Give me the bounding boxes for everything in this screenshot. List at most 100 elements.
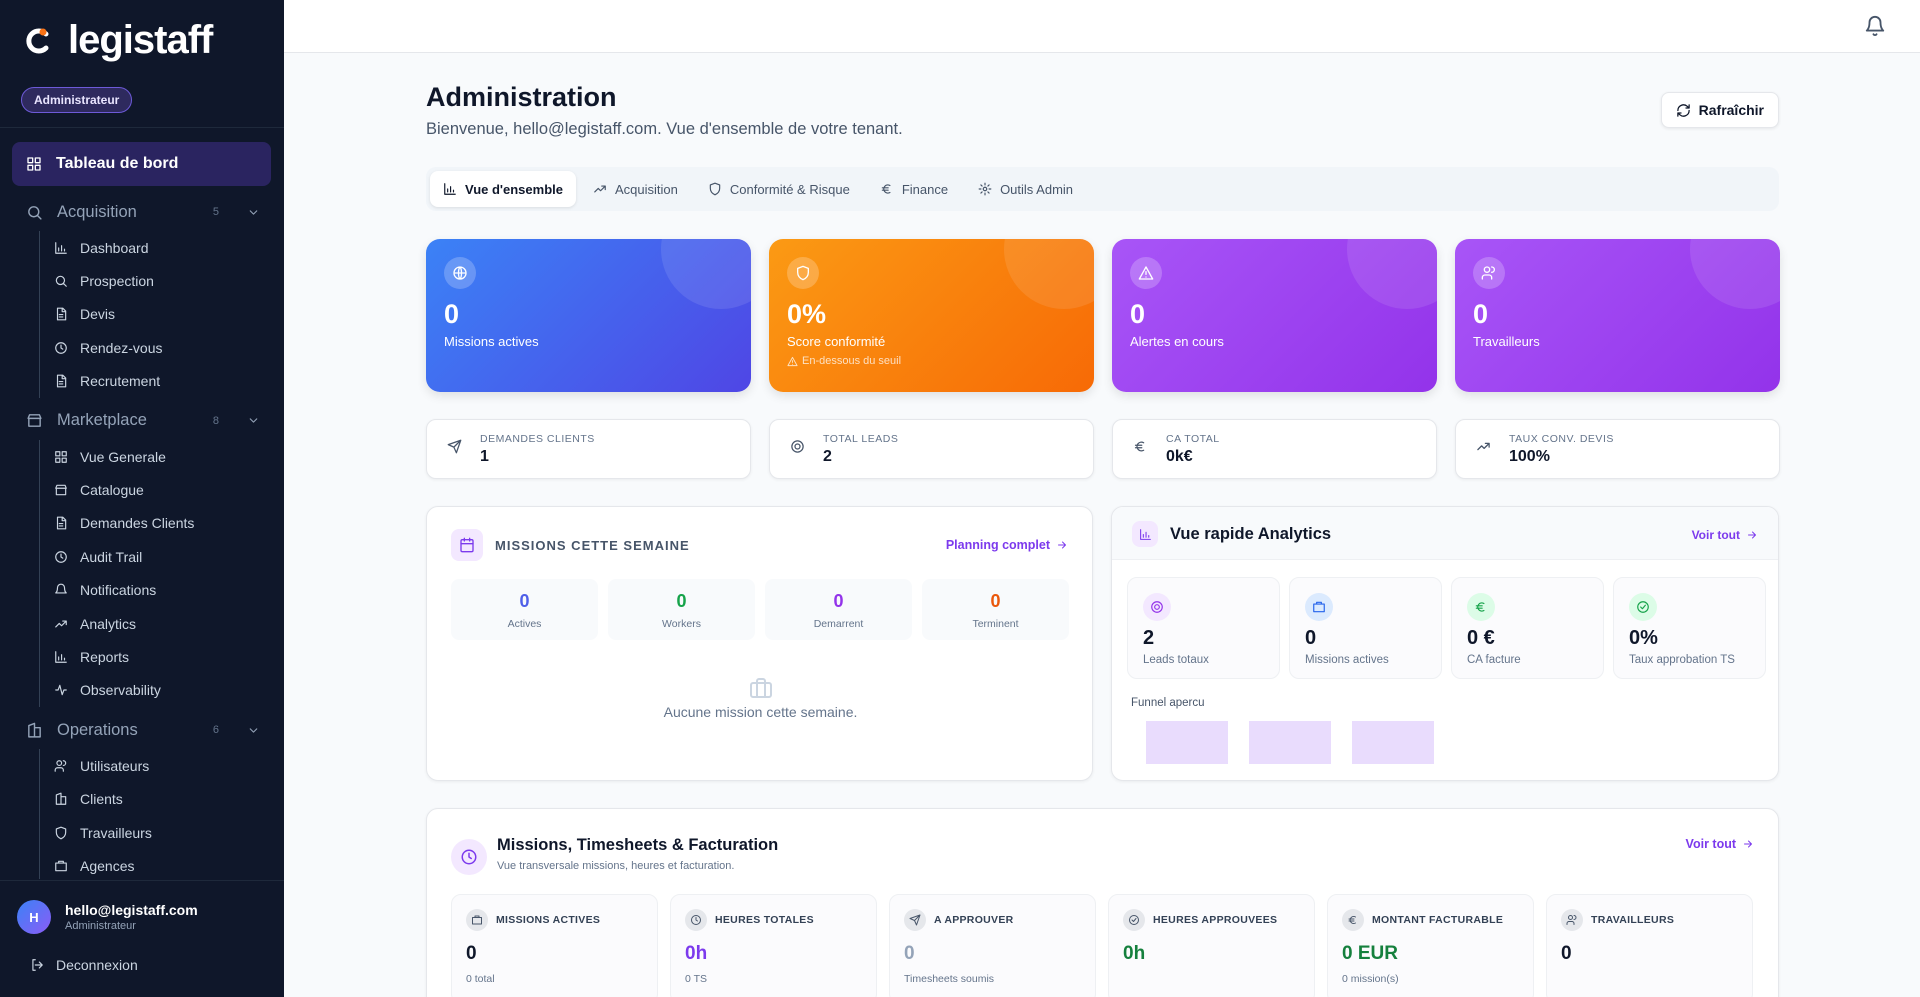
nav-label: Travailleurs bbox=[80, 824, 152, 841]
nav-item[interactable]: Clients bbox=[40, 782, 284, 815]
tab[interactable]: Vue d'ensemble bbox=[430, 171, 576, 207]
analytics-link[interactable]: Voir tout bbox=[1692, 528, 1758, 542]
planning-link[interactable]: Planning complet bbox=[946, 538, 1068, 552]
nav-label: Tableau de bord bbox=[56, 155, 179, 172]
mission-stat: 0 Demarrent bbox=[765, 579, 912, 640]
analytics-label: Taux approbation TS bbox=[1629, 654, 1735, 666]
panel-title: Missions, Timesheets & Facturation bbox=[497, 836, 779, 854]
timesheet-label: MISSIONS ACTIVES bbox=[496, 914, 601, 926]
tab-label: Finance bbox=[901, 181, 949, 197]
timesheet-value: 0 bbox=[904, 943, 915, 964]
nav-label: Audit Trail bbox=[80, 548, 143, 565]
analytics-card: 0% Taux approbation TS bbox=[1613, 577, 1766, 679]
role-badge: Administrateur bbox=[21, 87, 133, 113]
nav-label: Dashboard bbox=[80, 239, 149, 256]
nav-item[interactable]: Rendez-vous bbox=[40, 331, 284, 364]
tab[interactable]: Outils Admin bbox=[965, 171, 1086, 207]
timesheet-cards: MISSIONS ACTIVES 0 0 total HEURES TOTALES 0h… bbox=[451, 894, 1753, 997]
tab[interactable]: Finance bbox=[867, 171, 961, 207]
timesheet-value: 0h bbox=[685, 943, 708, 964]
stat-card: CA TOTAL 0k€ bbox=[1112, 419, 1437, 479]
nav-item[interactable]: Audit Trail bbox=[40, 540, 284, 573]
nav-item[interactable]: Observability bbox=[40, 674, 284, 707]
stat-label: DEMANDES CLIENTS bbox=[480, 432, 595, 445]
logout[interactable]: Deconnexion bbox=[30, 957, 138, 973]
nav-item[interactable]: Devis bbox=[40, 298, 284, 331]
timesheets-link[interactable]: Voir tout bbox=[1686, 837, 1754, 851]
logo-text: legistaff bbox=[68, 18, 213, 62]
mission-stat-label: Terminent bbox=[972, 618, 1019, 630]
tab-label: Conformité & Risque bbox=[729, 181, 850, 197]
timesheet-value: 0h bbox=[1123, 943, 1146, 964]
nav-item[interactable]: Recrutement bbox=[40, 365, 284, 398]
nav-item[interactable]: Travailleurs bbox=[40, 816, 284, 849]
missions-panel: MISSIONS CETTE SEMAINE Planning complet … bbox=[426, 506, 1093, 781]
nav-item[interactable]: Reports bbox=[40, 640, 284, 673]
mission-stat-label: Demarrent bbox=[813, 618, 864, 630]
nav-active[interactable]: Tableau de bord bbox=[12, 142, 271, 186]
nav-item[interactable]: Agences bbox=[40, 849, 284, 879]
nav-label: Analytics bbox=[80, 615, 137, 632]
nav-group-label: Operations bbox=[57, 720, 138, 739]
mission-stats: 0 Actives 0 Workers 0 Demarrent 0 Terminent bbox=[451, 579, 1069, 640]
timesheet-value: 0 bbox=[466, 943, 477, 964]
mission-stat-label: Actives bbox=[507, 618, 542, 630]
stat-card: TOTAL LEADS 2 bbox=[769, 419, 1094, 479]
stat-value: 1 bbox=[480, 447, 489, 465]
nav-item[interactable]: Demandes Clients bbox=[40, 507, 284, 540]
topbar bbox=[284, 0, 1920, 53]
mission-stat-value: 0 bbox=[833, 591, 844, 611]
nav-items: Vue Generale Catalogue Demandes Clients Aud… bbox=[39, 439, 284, 708]
nav-group[interactable]: Operations 6 bbox=[0, 711, 284, 749]
tab[interactable]: Conformité & Risque bbox=[695, 171, 863, 207]
nav-group[interactable]: Acquisition 5 bbox=[0, 193, 284, 231]
nav: Acquisition 5 Dashboard Prospection Devis Ren… bbox=[0, 189, 284, 879]
analytics-label: CA facture bbox=[1467, 654, 1521, 666]
refresh-button[interactable]: Rafraîchir bbox=[1660, 92, 1779, 128]
tab[interactable]: Acquisition bbox=[580, 171, 691, 207]
nav-label: Rendez-vous bbox=[80, 339, 163, 356]
timesheet-card: MONTANT FACTURABLE 0 EUR 0 mission(s) bbox=[1327, 894, 1534, 997]
nav-label: Clients bbox=[80, 791, 123, 808]
nav-label: Utilisateurs bbox=[80, 757, 150, 774]
tab-label: Acquisition bbox=[614, 181, 678, 197]
bell[interactable] bbox=[1864, 15, 1886, 37]
kpi-label: Score conformité bbox=[787, 334, 886, 349]
panel-subtitle: Vue transversale missions, heures et fac… bbox=[497, 860, 735, 872]
mission-stat: 0 Workers bbox=[608, 579, 755, 640]
user[interactable]: H hello@legistaff.com Administrateur bbox=[17, 900, 198, 934]
nav-group-label: Marketplace bbox=[57, 411, 147, 430]
timesheet-note: 0 TS bbox=[685, 973, 707, 985]
nav-item[interactable]: Vue Generale bbox=[40, 440, 284, 473]
nav-item[interactable]: Utilisateurs bbox=[40, 749, 284, 782]
nav-item[interactable]: Notifications bbox=[40, 574, 284, 607]
nav-item[interactable]: Analytics bbox=[40, 607, 284, 640]
timesheet-note: Timesheets soumis bbox=[904, 973, 995, 985]
nav-item[interactable]: Prospection bbox=[40, 264, 284, 297]
link-label: Voir tout bbox=[1685, 837, 1736, 851]
empty-icon bbox=[750, 678, 772, 698]
stat-cards: DEMANDES CLIENTS 1 TOTAL LEADS 2 CA TOTAL 0k€… bbox=[426, 419, 1780, 479]
timesheet-card: A APPROUVER 0 Timesheets soumis bbox=[889, 894, 1096, 997]
stat-card: DEMANDES CLIENTS 1 bbox=[426, 419, 751, 479]
nav-label: Notifications bbox=[80, 582, 157, 599]
nav-label: Recrutement bbox=[80, 373, 161, 390]
kpi-card: 0 Travailleurs bbox=[1455, 239, 1780, 392]
nav-label: Devis bbox=[80, 306, 116, 323]
analytics-value: 2 bbox=[1143, 627, 1155, 649]
mission-stat: 0 Actives bbox=[451, 579, 598, 640]
nav-item[interactable]: Catalogue bbox=[40, 473, 284, 506]
nav-label: Prospection bbox=[80, 273, 154, 290]
analytics-cards: 2 Leads totaux 0 Missions actives 0 € CA fact… bbox=[1127, 577, 1766, 679]
kpi-note: En-dessous du seuil bbox=[802, 355, 902, 367]
tab-label: Outils Admin bbox=[1000, 181, 1074, 197]
kpi-value: 0 bbox=[1130, 299, 1146, 329]
empty-text: Aucune mission cette semaine. bbox=[663, 704, 858, 720]
stat-value: 100% bbox=[1509, 447, 1550, 465]
nav-item[interactable]: Dashboard bbox=[40, 231, 284, 264]
kpi-label: Alertes en cours bbox=[1130, 334, 1224, 349]
timesheet-card: TRAVAILLEURS 0 bbox=[1546, 894, 1753, 997]
timesheet-label: A APPROUVER bbox=[934, 914, 1014, 926]
nav-group[interactable]: Marketplace 8 bbox=[0, 402, 284, 440]
stat-value: 0k€ bbox=[1166, 447, 1193, 465]
